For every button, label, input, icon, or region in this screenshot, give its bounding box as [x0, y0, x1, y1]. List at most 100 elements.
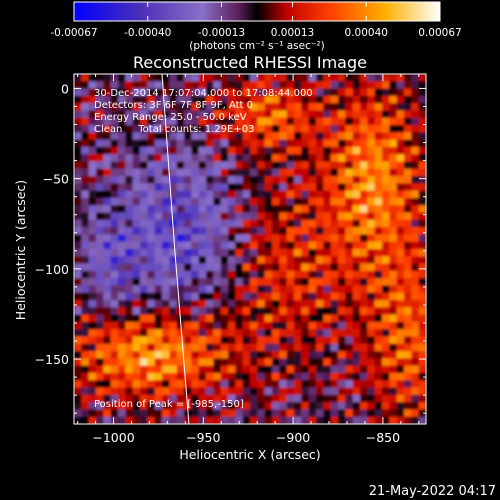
heatmap-cell: [301, 300, 310, 308]
heatmap-cell: [96, 190, 104, 199]
heatmap-cell: [374, 387, 383, 396]
heatmap-cell: [110, 292, 119, 301]
heatmap-cell: [169, 212, 178, 221]
heatmap-cell: [411, 146, 420, 155]
heatmap-cell: [264, 249, 273, 257]
heatmap-cell: [308, 321, 317, 330]
heatmap-cell: [110, 307, 119, 316]
heatmap-cell: [140, 125, 148, 133]
heatmap-cell: [404, 205, 412, 214]
heatmap-cell: [110, 416, 119, 424]
heatmap-cell: [162, 190, 170, 199]
heatmap-cell: [81, 351, 90, 359]
heatmap-cell: [338, 263, 346, 272]
heatmap-cell: [110, 351, 119, 359]
heatmap-cell: [213, 219, 222, 228]
heatmap-cell: [301, 241, 310, 250]
heatmap-cell: [88, 314, 97, 323]
heatmap-cell: [396, 256, 405, 265]
heatmap-cell: [345, 409, 354, 418]
heatmap-cell: [228, 321, 236, 330]
heatmap-cell: [198, 329, 207, 338]
heatmap-cell: [140, 132, 148, 141]
heatmap-cell: [220, 321, 229, 330]
heatmap-cell: [411, 321, 420, 330]
heatmap-cell: [191, 146, 200, 155]
heatmap-cell: [110, 125, 119, 133]
heatmap-cell: [330, 197, 339, 206]
heatmap-cell: [162, 197, 170, 206]
heatmap-cell: [110, 365, 119, 374]
heatmap-cell: [367, 190, 376, 199]
heatmap-cell: [125, 249, 134, 257]
heatmap-cell: [206, 292, 214, 301]
heatmap-cell: [198, 241, 207, 250]
heatmap-cell: [81, 81, 90, 90]
heatmap-cell: [132, 307, 141, 316]
heatmap-cell: [374, 154, 383, 163]
heatmap-cell: [198, 125, 207, 133]
heatmap-cell: [345, 241, 354, 250]
heatmap-cell: [330, 329, 339, 338]
heatmap-cell: [250, 380, 258, 389]
heatmap-cell: [294, 285, 302, 294]
heatmap-cell: [140, 197, 148, 206]
heatmap-cell: [250, 197, 258, 206]
heatmap-cell: [286, 394, 295, 403]
heatmap-cell: [162, 416, 170, 424]
heatmap-cell: [198, 380, 207, 389]
heatmap-cell: [162, 88, 170, 97]
heatmap-cell: [345, 88, 354, 97]
heatmap-cell: [154, 88, 163, 97]
heatmap-cell: [308, 358, 317, 367]
heatmap-cell: [74, 358, 82, 367]
heatmap-cell: [360, 380, 368, 389]
heatmap-cell: [184, 351, 192, 359]
heatmap-cell: [213, 132, 222, 141]
heatmap-cell: [125, 161, 134, 170]
heatmap-cell: [147, 314, 156, 323]
heatmap-cell: [235, 300, 244, 308]
heatmap-cell: [374, 168, 383, 177]
heatmap-cell: [162, 278, 170, 287]
heatmap-cell: [330, 241, 339, 250]
heatmap-cell: [338, 81, 346, 90]
heatmap-cell: [404, 270, 412, 279]
heatmap-cell: [352, 95, 361, 104]
heatmap-cell: [323, 292, 332, 301]
heatmap-cell: [220, 212, 229, 221]
heatmap-cell: [191, 270, 200, 279]
heatmap-cell: [316, 146, 324, 155]
heatmap-cell: [264, 372, 273, 381]
heatmap-cell: [176, 278, 185, 287]
heatmap-cell: [323, 146, 332, 155]
heatmap-cell: [81, 402, 90, 411]
heatmap-cell: [176, 394, 185, 403]
heatmap-cell: [411, 365, 420, 374]
heatmap-cell: [323, 285, 332, 294]
heatmap-cell: [279, 380, 288, 389]
heatmap-cell: [198, 146, 207, 155]
heatmap-cell: [191, 321, 200, 330]
heatmap-cell: [103, 103, 112, 112]
x-tick-label: −850: [366, 430, 400, 445]
heatmap-cell: [279, 212, 288, 221]
heatmap-cell: [396, 161, 405, 170]
heatmap-cell: [169, 132, 178, 141]
heatmap-cell: [404, 365, 412, 374]
heatmap-cell: [206, 81, 214, 90]
heatmap-cell: [242, 402, 251, 411]
heatmap-cell: [338, 394, 346, 403]
heatmap-cell: [176, 95, 185, 104]
heatmap-cell: [206, 161, 214, 170]
heatmap-cell: [338, 146, 346, 155]
heatmap-cell: [242, 394, 251, 403]
heatmap-cell: [132, 110, 141, 119]
heatmap-cell: [323, 205, 332, 214]
heatmap-cell: [272, 125, 280, 133]
heatmap-cell: [184, 117, 192, 126]
heatmap-cell: [316, 321, 324, 330]
heatmap-cell: [382, 146, 390, 155]
heatmap-cell: [367, 110, 376, 119]
heatmap-cell: [294, 394, 302, 403]
